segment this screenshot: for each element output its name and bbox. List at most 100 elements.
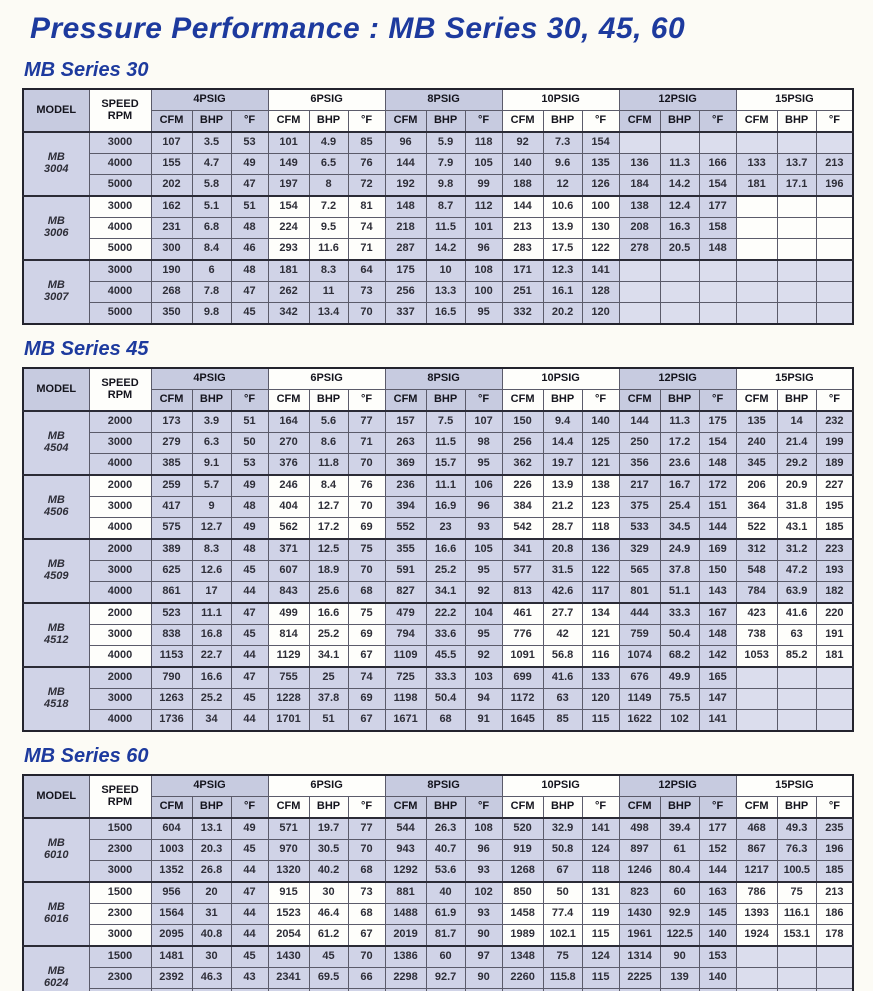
temp-cell: 223 [815,538,854,561]
table-row: 2300 2392 46.3 43 2341 69.5 66 2298 92.7 90 2260 11… [23,967,854,989]
cfm-cell: 801 [618,581,661,604]
cfm-cell [735,688,778,710]
sub-column-header: °F [815,110,854,133]
temp-cell: 48 [230,538,269,561]
bhp-cell [776,302,817,325]
bhp-cell [659,131,700,154]
cfm-cell: 956 [150,881,193,904]
cfm-cell: 190 [150,259,193,282]
temp-cell: 177 [698,817,737,840]
bhp-cell: 31 [191,903,232,925]
table-row: MB 4506 2000 259 5.7 49 246 8.4 76 236 11.1 106 226 1… [22,474,854,540]
table-row: 4000 575 12.7 49 562 17.2 69 552 23 93 542 28.7 118 5… [23,517,854,540]
bhp-cell: 30.5 [308,839,349,861]
bhp-cell: 50 [542,881,583,904]
bhp-cell: 32.9 [542,817,583,840]
temp-cell: 140 [581,410,620,433]
temp-cell: 123 [581,496,620,518]
cfm-cell: 523 [150,602,193,625]
bhp-cell: 16.6 [425,538,466,561]
temp-cell: 118 [581,517,620,540]
bhp-cell: 92.9 [659,903,700,925]
temp-cell: 48 [230,217,269,239]
sub-column-header: °F [464,796,503,819]
temp-cell: 145 [698,903,737,925]
cfm-cell: 2019 [384,924,427,947]
data-table: MODEL SPEED RPM 4PSIG 6PSIG 8PSIG 10PSIG 12PSIG… [22,88,855,325]
temp-cell [815,259,854,282]
bhp-cell [776,945,817,968]
bhp-cell: 153.1 [776,924,817,947]
cfm-cell: 279 [150,432,193,454]
speed-column-header: SPEED RPM [88,774,152,819]
bhp-cell: 40.7 [425,839,466,861]
temp-cell: 133 [581,666,620,689]
cfm-cell: 970 [267,839,310,861]
bhp-cell: 39.4 [659,817,700,840]
cfm-cell: 1228 [267,688,310,710]
table-row: MB 6010 1500 604 13.1 49 571 19.7 77 544 26.3 108 52… [22,817,854,883]
speed-cell: 2000 [88,602,152,625]
bhp-cell: 67 [542,860,583,883]
cfm-cell: 173 [150,410,193,433]
cfm-cell: 218 [384,217,427,239]
cfm-cell: 850 [501,881,544,904]
temp-cell: 47 [230,602,269,625]
cfm-cell: 404 [267,496,310,518]
cfm-cell: 312 [735,538,778,561]
model-column-header: MODEL [22,367,90,412]
cfm-cell: 897 [618,839,661,861]
model-name-line: MB [47,430,65,443]
bhp-cell: 75 [776,881,817,904]
bhp-cell: 20.2 [542,302,583,325]
cfm-cell [735,967,778,989]
temp-cell: 213 [815,881,854,904]
cfm-cell: 1053 [735,645,778,668]
table-row: 2300 1003 20.3 45 970 30.5 70 943 40.7 96 919 50.8 1… [23,839,854,861]
temp-cell: 93 [464,517,503,540]
cfm-cell: 444 [618,602,661,625]
model-name-line: 3006 [44,227,69,239]
temp-cell [815,302,854,325]
speed-header-line: SPEED [101,376,139,389]
cfm-cell: 776 [501,624,544,646]
temp-cell: 47 [230,281,269,303]
temp-cell: 68 [347,903,386,925]
bhp-cell: 31.2 [776,538,817,561]
bhp-cell: 9.8 [425,174,466,197]
cfm-cell [735,238,778,261]
bhp-cell [659,281,700,303]
temp-cell: 50 [230,432,269,454]
bhp-cell: 3.5 [191,131,232,154]
temp-cell: 74 [347,666,386,689]
temp-cell: 45 [230,560,269,582]
bhp-cell: 16.1 [542,281,583,303]
temp-cell: 106 [464,474,503,497]
cfm-cell: 1989 [501,924,544,947]
cfm-cell: 725 [384,666,427,689]
temp-cell: 165 [698,666,737,689]
cfm-cell: 1564 [150,903,193,925]
speed-cell: 3000 [88,860,152,883]
model-cell: MB 6024 [22,945,90,991]
sub-column-header: CFM [618,389,661,412]
bhp-cell: 16.6 [191,666,232,689]
temp-cell: 100 [581,195,620,218]
sub-column-header: BHP [542,796,583,819]
cfm-cell: 676 [618,666,661,689]
cfm-cell: 144 [384,153,427,175]
cfm-cell: 162 [150,195,193,218]
temp-cell: 49 [230,153,269,175]
sub-column-header: °F [581,389,620,412]
bhp-cell: 85.2 [776,645,817,668]
bhp-cell: 40.2 [308,860,349,883]
pressure-group-header: 12PSIG [618,367,737,390]
model-cell: MB 4509 [22,538,90,604]
data-table: MODEL SPEED RPM 4PSIG 6PSIG 8PSIG 10PSIG 12PSIG… [22,774,855,991]
bhp-cell: 17.2 [659,432,700,454]
bhp-cell: 12.7 [191,517,232,540]
bhp-cell: 8.4 [191,238,232,261]
bhp-cell: 11.3 [659,410,700,433]
sub-column-header: °F [347,389,386,412]
bhp-cell: 5.9 [425,131,466,154]
